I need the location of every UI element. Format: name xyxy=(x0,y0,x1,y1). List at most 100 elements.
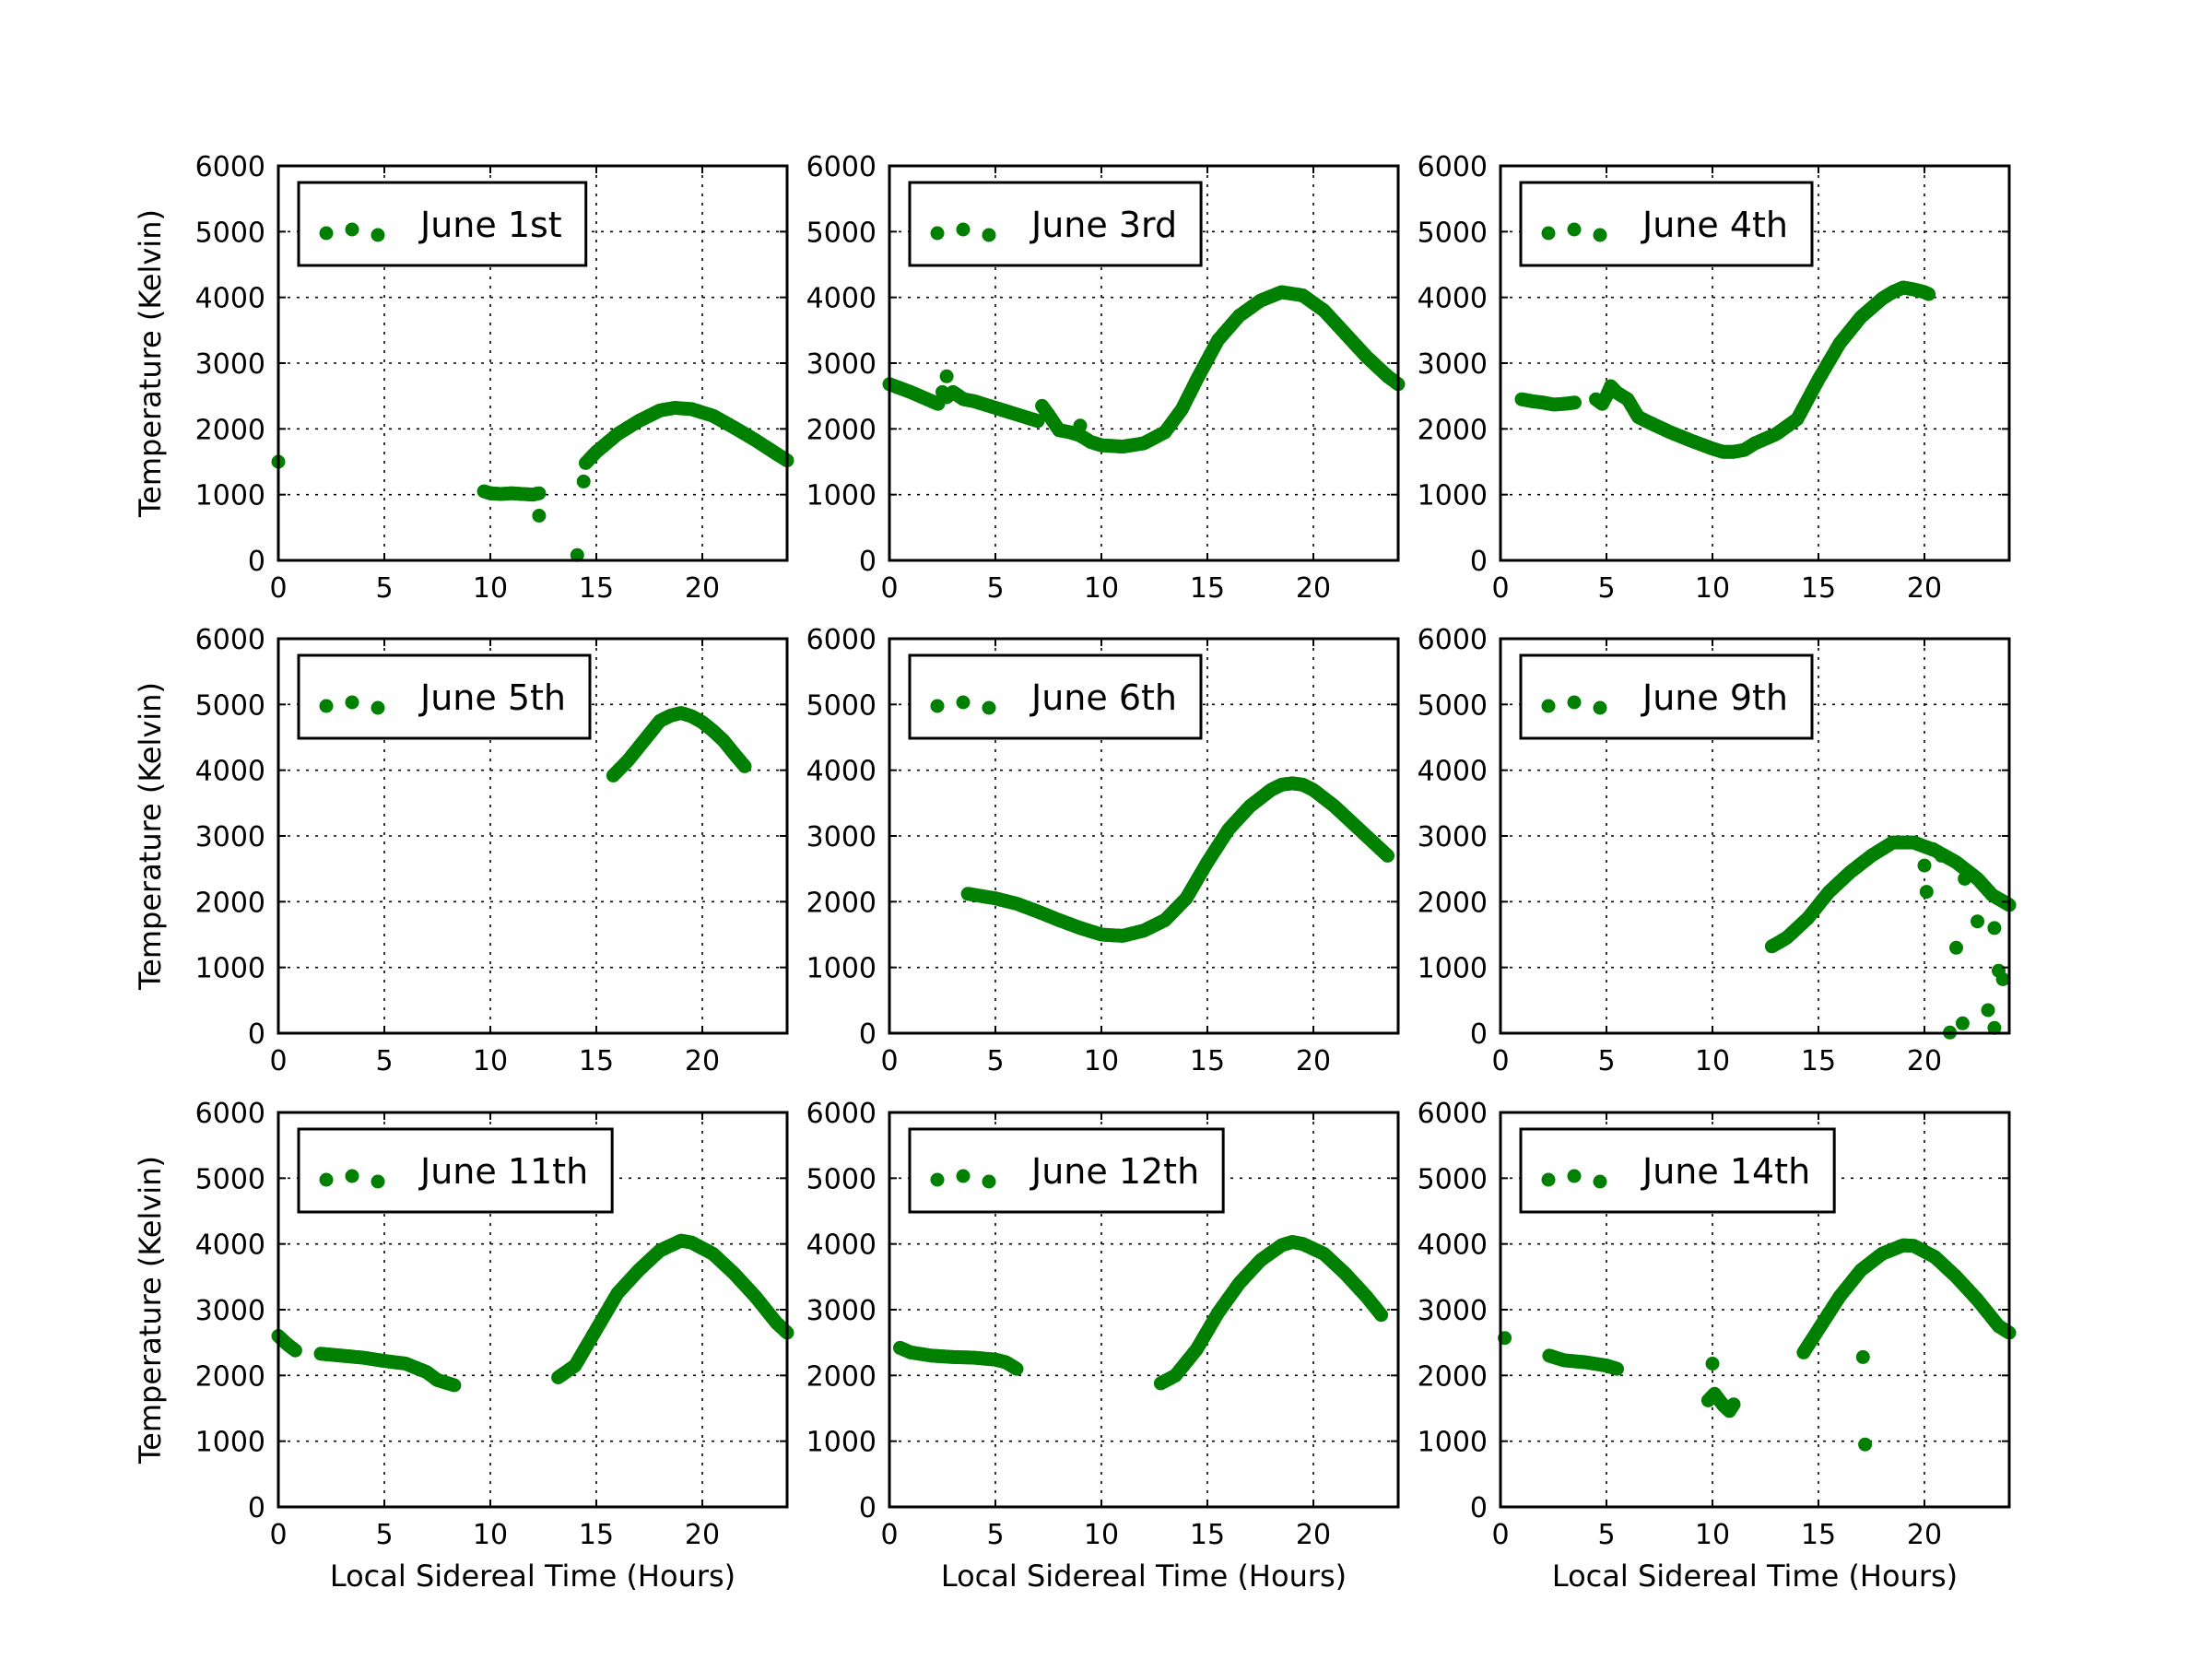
x-tick-label: 20 xyxy=(685,1519,720,1551)
x-axis-label: Local Sidereal Time (Hours) xyxy=(1552,1559,1958,1594)
legend-marker-dot xyxy=(1593,228,1607,242)
legend-marker-dot xyxy=(371,700,385,715)
y-tick-label: 3000 xyxy=(195,821,265,853)
x-tick-label: 5 xyxy=(986,1519,1004,1551)
legend-label: June 1st xyxy=(418,205,562,245)
y-axis-label: Temperature (Kelvin) xyxy=(133,1156,168,1465)
legend: June 3rd xyxy=(908,181,1203,267)
x-tick-label: 0 xyxy=(880,1045,898,1077)
legend-label: June 3rd xyxy=(1030,205,1177,245)
y-tick-label: 1000 xyxy=(1418,1427,1488,1459)
legend-marker-dot xyxy=(956,695,971,710)
legend-marker-dot xyxy=(371,1174,385,1189)
x-tick-label: 10 xyxy=(1084,572,1119,605)
data-point xyxy=(1934,848,1948,863)
legend-marker-dot xyxy=(982,700,996,715)
x-tick-label: 20 xyxy=(1296,1519,1331,1551)
y-tick-label: 2000 xyxy=(1418,414,1488,446)
y-tick-label: 4000 xyxy=(1418,283,1488,315)
x-tick-label: 0 xyxy=(1491,572,1509,605)
data-point xyxy=(447,1378,462,1393)
legend-marker-dot xyxy=(1567,695,1582,710)
x-tick-label: 0 xyxy=(1491,1519,1509,1551)
y-tick-label: 2000 xyxy=(806,1360,877,1393)
y-tick-label: 0 xyxy=(859,546,877,578)
y-tick-label: 2000 xyxy=(1418,1360,1488,1393)
x-tick-label: 5 xyxy=(986,572,1004,605)
y-tick-label: 4000 xyxy=(195,1230,265,1262)
y-tick-label: 4000 xyxy=(1418,1230,1488,1262)
legend: June 1st xyxy=(297,181,588,267)
x-tick-label: 5 xyxy=(375,1519,393,1551)
legend-box xyxy=(1519,653,1814,740)
x-tick-label: 5 xyxy=(1597,1045,1615,1077)
data-point xyxy=(532,509,547,523)
data-point xyxy=(1381,848,1394,863)
data-point xyxy=(1995,972,2010,986)
y-tick-label: 3000 xyxy=(195,348,265,381)
legend-label: June 12th xyxy=(1030,1151,1199,1192)
data-point xyxy=(1030,414,1045,429)
x-tick-label: 10 xyxy=(1084,1045,1119,1077)
legend-marker xyxy=(930,695,996,715)
data-point xyxy=(1726,1397,1741,1412)
data-point xyxy=(1855,1349,1870,1364)
legend: June 11th xyxy=(297,1127,614,1214)
x-tick-label: 0 xyxy=(269,1519,287,1551)
data-point xyxy=(576,474,591,488)
legend-marker-dot xyxy=(956,1169,971,1183)
x-tick-label: 0 xyxy=(269,572,287,605)
legend-marker xyxy=(930,222,996,242)
y-tick-label: 2000 xyxy=(806,414,877,446)
data-point xyxy=(1922,287,1936,301)
subplot-3: 0 5 10 15 20 0 1000 2000 3000 4000 5000 6000 June 4t… xyxy=(1418,151,2011,605)
y-tick-label: 3000 xyxy=(195,1295,265,1327)
data-point xyxy=(1987,1020,2002,1035)
y-tick-label: 5000 xyxy=(1418,689,1488,722)
x-tick-label: 15 xyxy=(1801,1519,1836,1551)
legend-label: June 9th xyxy=(1641,677,1788,718)
x-tick-label: 0 xyxy=(880,572,898,605)
legend-marker-dot xyxy=(319,1172,334,1187)
x-tick-label: 15 xyxy=(1190,1045,1225,1077)
legend-marker-dot xyxy=(345,222,359,237)
x-tick-label: 15 xyxy=(579,572,614,605)
legend-marker xyxy=(319,222,385,242)
y-tick-label: 1000 xyxy=(806,480,877,512)
data-point xyxy=(1009,1361,1024,1376)
data-point xyxy=(288,1343,302,1358)
y-tick-label: 5000 xyxy=(806,689,877,722)
x-tick-label: 20 xyxy=(1907,1045,1942,1077)
legend-marker-dot xyxy=(1541,699,1556,713)
data-point xyxy=(1705,1357,1720,1371)
y-tick-label: 0 xyxy=(859,1018,877,1051)
data-point xyxy=(1987,921,2002,935)
x-tick-label: 15 xyxy=(1801,572,1836,605)
y-tick-label: 0 xyxy=(248,1018,265,1051)
y-tick-label: 6000 xyxy=(195,151,265,183)
x-tick-label: 15 xyxy=(579,1519,614,1551)
data-point xyxy=(1610,1361,1624,1376)
data-point xyxy=(939,369,954,383)
legend: June 9th xyxy=(1519,653,1814,740)
legend-box xyxy=(297,181,588,267)
data-point xyxy=(1958,871,1972,886)
data-point xyxy=(532,486,547,500)
legend-marker-dot xyxy=(930,1172,945,1187)
y-tick-label: 0 xyxy=(248,1492,265,1524)
y-tick-label: 6000 xyxy=(1418,624,1488,656)
legend-marker-dot xyxy=(345,695,359,710)
legend-marker-dot xyxy=(371,228,385,242)
y-tick-label: 3000 xyxy=(1418,348,1488,381)
subplot-2: 0 5 10 15 20 0 1000 2000 3000 4000 5000 6000 June 3r… xyxy=(806,151,1406,605)
y-tick-label: 5000 xyxy=(1418,1163,1488,1195)
y-tick-label: 3000 xyxy=(1418,1295,1488,1327)
y-tick-label: 6000 xyxy=(806,624,877,656)
legend: June 4th xyxy=(1519,181,1814,267)
y-tick-label: 3000 xyxy=(806,821,877,853)
legend-label: June 11th xyxy=(418,1151,588,1192)
legend-marker xyxy=(1541,1169,1607,1189)
legend-box xyxy=(908,653,1203,740)
y-tick-label: 5000 xyxy=(195,689,265,722)
y-tick-label: 2000 xyxy=(195,1360,265,1393)
